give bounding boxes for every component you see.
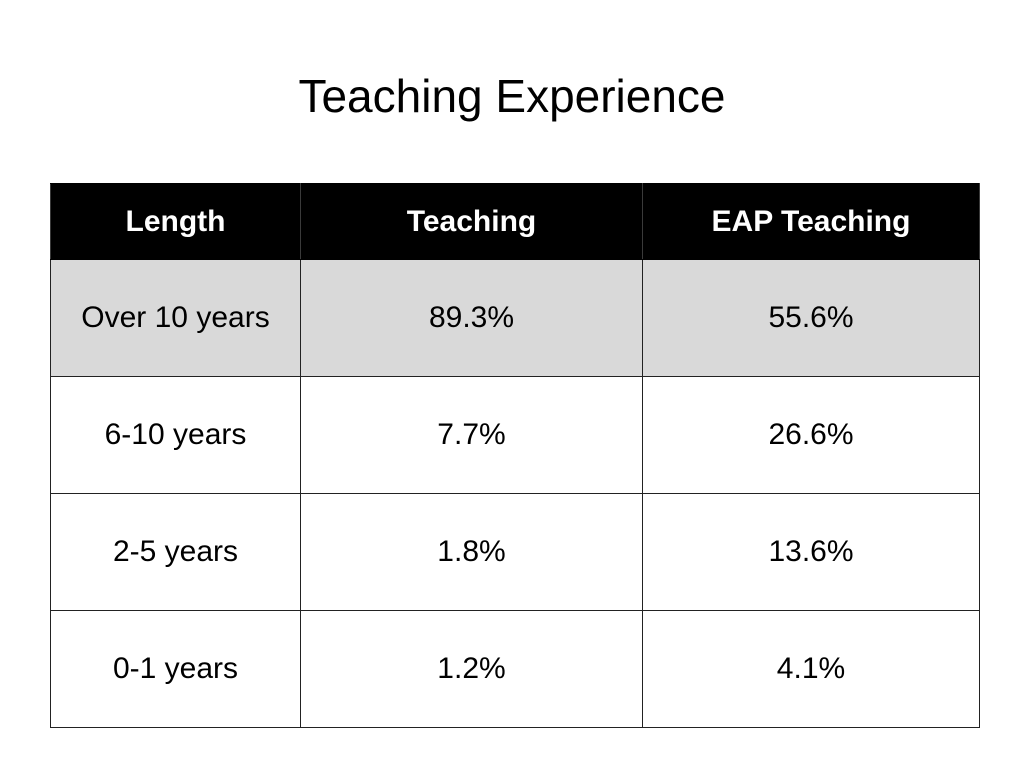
table-row: 0-1 years 1.2% 4.1% (50, 610, 980, 728)
teaching-cell: 7.7% (300, 376, 643, 494)
length-cell: 2-5 years (50, 493, 301, 611)
teaching-cell: 1.8% (300, 493, 643, 611)
header-eap-teaching: EAP Teaching (642, 183, 980, 260)
slide-title: Teaching Experience (298, 70, 726, 122)
table-row: Over 10 years 89.3% 55.6% (50, 259, 980, 377)
eap-teaching-cell: 26.6% (642, 376, 980, 494)
length-cell: 0-1 years (50, 610, 301, 728)
length-cell: 6-10 years (50, 376, 301, 494)
teaching-cell: 89.3% (300, 259, 643, 377)
header-teaching: Teaching (300, 183, 643, 260)
header-length: Length (50, 183, 301, 260)
table-header-row: Length Teaching EAP Teaching (50, 183, 980, 260)
teaching-experience-table: Length Teaching EAP Teaching Over 10 yea… (50, 183, 980, 728)
length-cell: Over 10 years (50, 259, 301, 377)
eap-teaching-cell: 13.6% (642, 493, 980, 611)
table-row: 2-5 years 1.8% 13.6% (50, 493, 980, 611)
table-row: 6-10 years 7.7% 26.6% (50, 376, 980, 494)
eap-teaching-cell: 55.6% (642, 259, 980, 377)
teaching-cell: 1.2% (300, 610, 643, 728)
eap-teaching-cell: 4.1% (642, 610, 980, 728)
